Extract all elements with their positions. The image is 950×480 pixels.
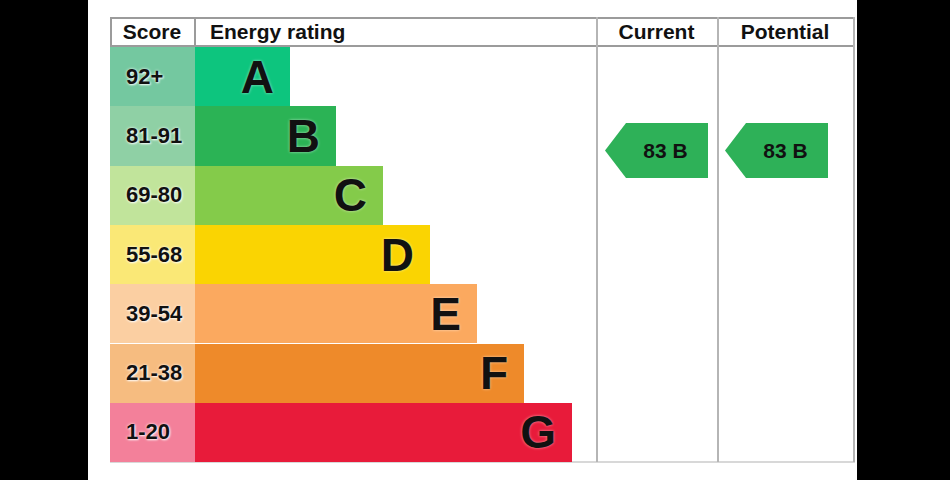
rating-bar-g: G <box>195 403 572 462</box>
band-row-e: 39-54E <box>110 284 855 343</box>
score-range-d: 55-68 <box>110 225 195 284</box>
score-column-divider <box>194 17 196 47</box>
score-range-c: 69-80 <box>110 166 195 225</box>
potential-column-header: Potential <box>717 19 853 45</box>
current-column-header: Current <box>596 19 717 45</box>
rating-bar-e: E <box>195 284 477 343</box>
score-range-a: 92+ <box>110 47 195 106</box>
rating-bar-d: D <box>195 225 430 284</box>
score-range-b: 81-91 <box>110 106 195 165</box>
potential-rating-value: 83 B <box>763 139 807 163</box>
score-column-header: Score <box>110 19 194 45</box>
score-range-e: 39-54 <box>110 284 195 343</box>
current-rating-arrow: 83 B <box>605 123 708 178</box>
rating-bar-f: F <box>195 344 524 403</box>
band-row-c: 69-80C <box>110 166 855 225</box>
current-rating-value: 83 B <box>643 139 687 163</box>
band-row-f: 21-38F <box>110 344 855 403</box>
rating-bar-a: A <box>195 47 290 106</box>
band-row-a: 92+A <box>110 47 855 106</box>
epc-energy-rating-chart: Score Energy rating Current Potential 92… <box>0 0 950 480</box>
rating-bar-b: B <box>195 106 336 165</box>
energy-rating-column-header: Energy rating <box>210 19 510 45</box>
score-range-g: 1-20 <box>110 403 195 462</box>
band-row-d: 55-68D <box>110 225 855 284</box>
score-range-f: 21-38 <box>110 344 195 403</box>
potential-rating-arrow: 83 B <box>725 123 828 178</box>
band-row-g: 1-20G <box>110 403 855 462</box>
rating-bar-c: C <box>195 166 383 225</box>
chart-panel: Score Energy rating Current Potential 92… <box>88 0 857 480</box>
